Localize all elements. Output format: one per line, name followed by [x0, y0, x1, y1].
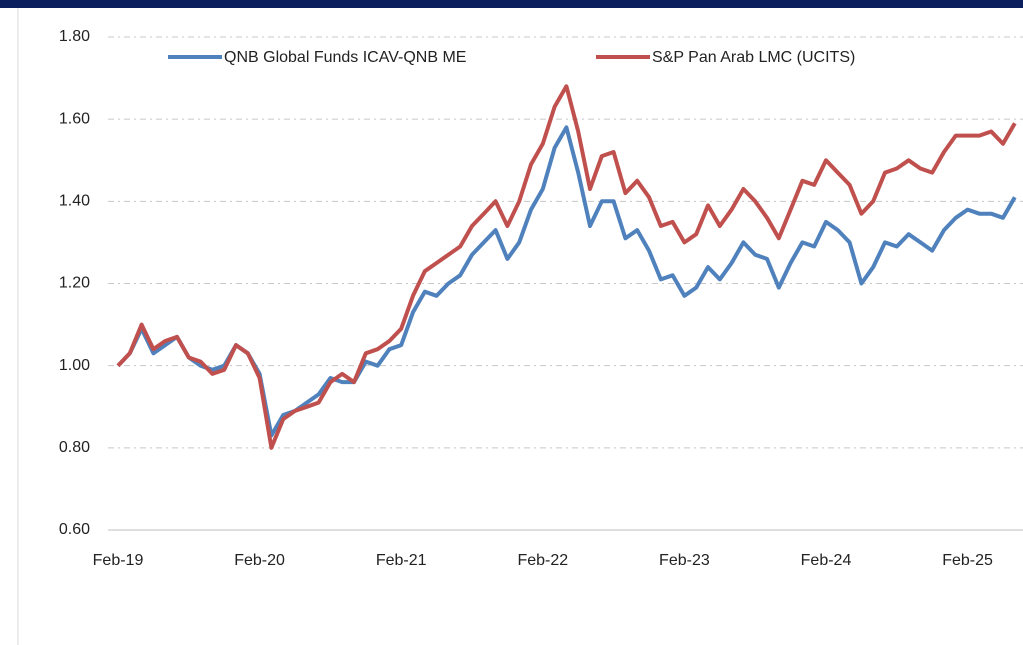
x-tick-label: Feb-21 — [376, 552, 427, 569]
header-bar — [0, 0, 1023, 8]
x-tick-label: Feb-24 — [801, 552, 852, 569]
x-tick-label: Feb-23 — [659, 552, 710, 569]
legend-label: QNB Global Funds ICAV-QNB ME — [224, 49, 466, 66]
y-tick-label: 1.00 — [59, 357, 90, 374]
y-tick-label: 1.60 — [59, 110, 90, 127]
y-tick-label: 1.40 — [59, 193, 90, 210]
series-line — [116, 84, 1017, 450]
x-tick-label: Feb-22 — [517, 552, 568, 569]
legend-label: S&P Pan Arab LMC (UCITS) — [652, 49, 855, 66]
y-tick-label: 0.60 — [59, 521, 90, 538]
series-line — [116, 125, 1017, 438]
y-tick-label: 1.20 — [59, 275, 90, 292]
x-tick-label: Feb-19 — [93, 552, 144, 569]
y-tick-label: 0.80 — [59, 439, 90, 456]
y-tick-label: 1.80 — [59, 28, 90, 45]
x-tick-label: Feb-25 — [942, 552, 993, 569]
x-tick-label: Feb-20 — [234, 552, 285, 569]
